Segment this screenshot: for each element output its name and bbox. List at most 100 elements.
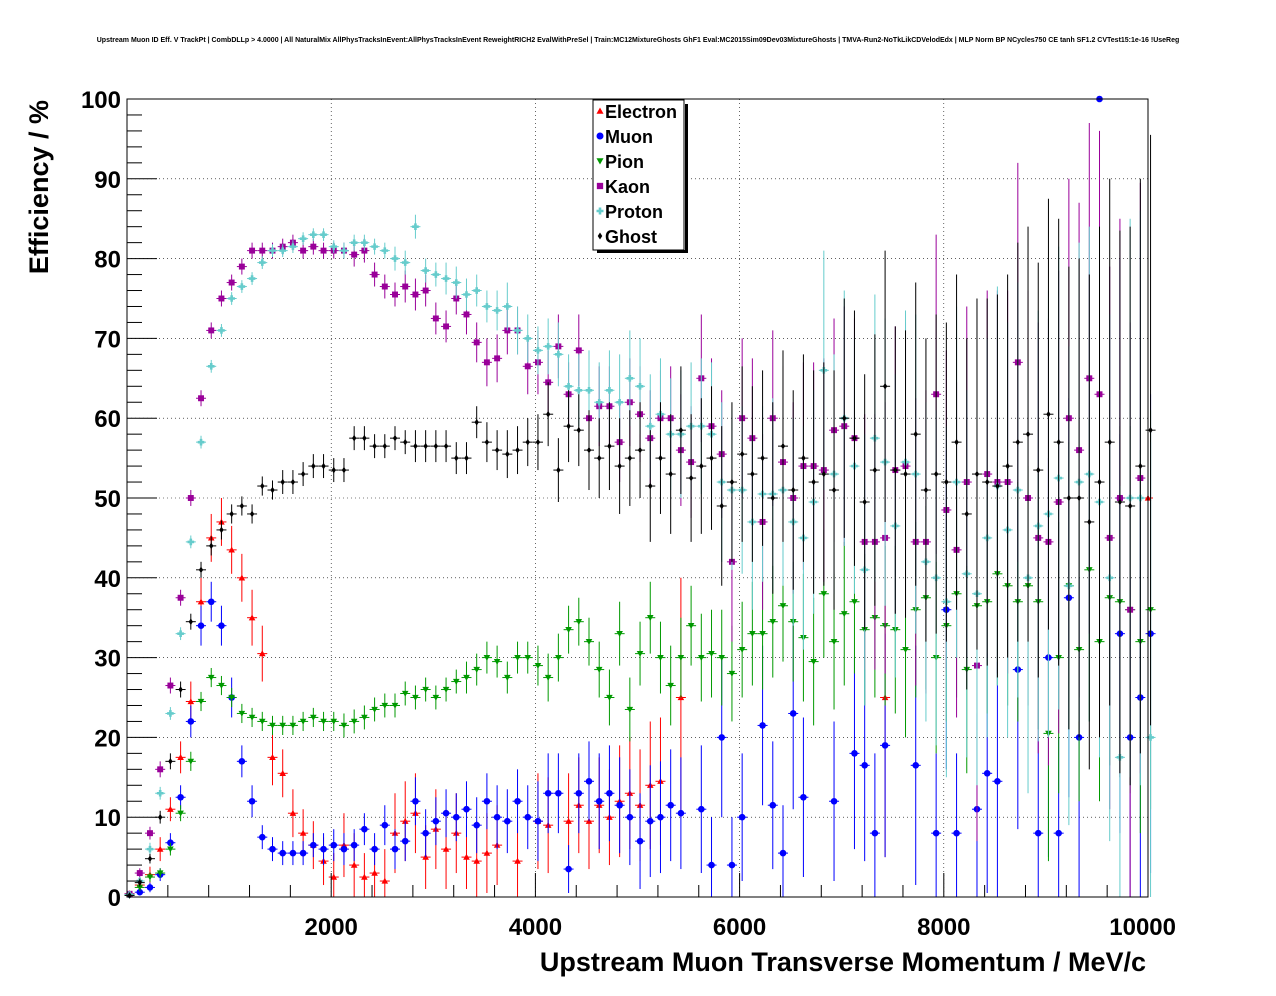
point-marker	[412, 797, 419, 805]
data-point	[400, 430, 411, 455]
point-marker	[565, 382, 572, 390]
data-point	[328, 711, 339, 732]
point-marker	[361, 239, 368, 246]
data-point	[175, 741, 186, 774]
data-point	[553, 322, 564, 387]
data-point	[257, 242, 268, 259]
data-point	[859, 374, 870, 630]
point-marker	[698, 654, 705, 661]
point-marker	[687, 623, 695, 629]
data-point	[645, 581, 656, 654]
data-point	[481, 773, 492, 830]
point-marker	[983, 770, 991, 777]
data-point	[410, 278, 421, 311]
data-point	[308, 238, 319, 255]
legend-entry-pion: Pion	[596, 152, 644, 172]
legend-entry-ghost: Ghost	[597, 227, 657, 247]
data-point	[451, 793, 462, 842]
point-marker	[381, 283, 388, 290]
point-marker	[779, 603, 787, 610]
data-point	[430, 262, 441, 287]
point-marker	[463, 291, 470, 298]
point-marker	[401, 837, 409, 845]
point-marker	[432, 817, 440, 825]
point-marker	[534, 817, 542, 825]
point-marker	[575, 789, 583, 797]
legend-entry-electron: Electron	[596, 102, 677, 122]
data-point	[747, 386, 758, 562]
point-marker	[719, 502, 724, 510]
point-marker	[178, 686, 183, 693]
data-point	[196, 605, 207, 646]
point-marker	[657, 813, 664, 821]
point-marker	[811, 478, 816, 486]
data-point	[481, 422, 492, 463]
data-point	[471, 797, 482, 854]
data-point	[492, 785, 503, 850]
data-point	[737, 601, 748, 698]
data-point	[777, 350, 788, 542]
data-point	[400, 250, 411, 275]
data-point	[584, 741, 595, 822]
data-point	[410, 430, 421, 463]
data-point	[196, 435, 207, 449]
point-marker	[474, 418, 479, 426]
data-point	[849, 657, 860, 850]
point-marker	[718, 734, 726, 741]
point-marker	[238, 283, 246, 290]
y-tick-label: 80	[94, 247, 121, 274]
data-point	[471, 274, 482, 307]
legend-marker	[596, 182, 604, 190]
point-marker	[668, 470, 673, 478]
data-point	[532, 781, 543, 862]
data-point	[1145, 134, 1156, 726]
point-marker	[289, 722, 297, 729]
legend-marker	[596, 158, 604, 165]
data-point	[216, 675, 227, 696]
data-point	[920, 338, 931, 642]
point-marker	[473, 857, 480, 864]
data-point	[624, 769, 635, 866]
point-marker	[882, 382, 888, 390]
point-marker	[636, 837, 644, 845]
point-marker	[310, 841, 317, 849]
data-point	[573, 394, 584, 467]
data-point	[216, 605, 227, 646]
data-point	[298, 462, 309, 487]
point-marker	[238, 263, 245, 270]
point-marker	[1127, 502, 1133, 510]
data-point	[1063, 266, 1074, 730]
data-point	[165, 707, 176, 720]
point-marker	[432, 694, 440, 701]
point-marker	[330, 841, 338, 849]
point-marker	[258, 833, 266, 841]
data-point	[400, 821, 411, 862]
point-marker	[300, 247, 307, 254]
legend-label: Kaon	[605, 177, 650, 197]
point-marker	[688, 474, 694, 482]
point-marker	[299, 718, 307, 725]
point-marker	[1055, 829, 1062, 837]
data-point	[430, 685, 441, 710]
point-marker	[229, 510, 234, 518]
data-point	[512, 426, 523, 475]
data-point	[1125, 226, 1136, 786]
point-marker	[299, 849, 307, 857]
legend-box	[592, 99, 685, 251]
data-point	[369, 833, 380, 866]
point-marker	[1034, 829, 1042, 837]
data-point	[277, 715, 288, 736]
point-marker	[207, 363, 215, 370]
data-point	[247, 589, 258, 646]
point-marker	[658, 454, 663, 462]
data-point	[410, 685, 421, 710]
data-point	[502, 282, 513, 331]
data-point	[430, 302, 441, 335]
data-point	[829, 370, 840, 610]
data-point	[522, 314, 533, 363]
data-point	[869, 753, 880, 897]
point-marker	[1056, 438, 1061, 446]
data-point	[206, 536, 217, 556]
data-point	[185, 751, 196, 771]
